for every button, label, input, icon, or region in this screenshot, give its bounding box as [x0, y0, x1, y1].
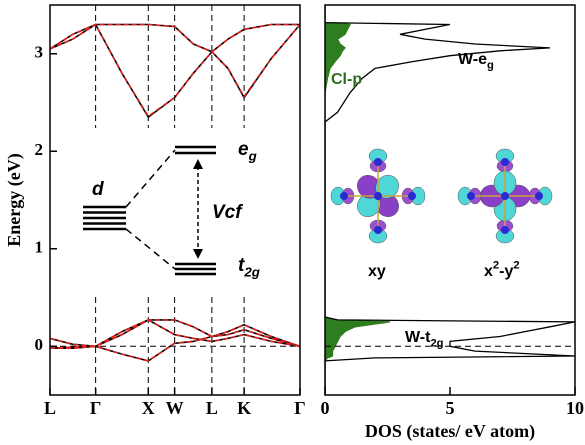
annotation: d [92, 179, 104, 200]
x-tick-label: Γ [294, 398, 305, 418]
annotation: t2g [238, 255, 260, 279]
connector [126, 150, 175, 207]
x-tick-label: L [44, 398, 56, 418]
x-axis-label: DOS (states/ eV atom) [365, 421, 535, 442]
atom [535, 192, 543, 200]
annotation-part: g [487, 60, 494, 72]
y-tick-label: 3 [35, 43, 44, 62]
atom [501, 192, 509, 200]
annotation: Cl-p [331, 71, 362, 88]
atom [408, 192, 416, 200]
x-tick-label: 0 [321, 398, 330, 418]
connector [126, 229, 175, 269]
annotation-part: xy [368, 263, 386, 280]
x-tick-label: L [206, 398, 218, 418]
annotation-part: 2g [430, 338, 443, 350]
y-tick-label: 0 [35, 335, 44, 354]
x-tick-label: 10 [566, 398, 584, 418]
y-tick-label: 2 [35, 140, 44, 159]
x-tick-label: 5 [446, 398, 455, 418]
annotation: W-eg [458, 51, 494, 71]
x-tick-label: Γ [90, 398, 101, 418]
atom [501, 226, 509, 234]
atom [374, 158, 382, 166]
frame [50, 5, 300, 395]
annotation-part: d [92, 179, 104, 200]
annotation-part: Vcf [212, 202, 243, 223]
arrow-head [193, 159, 203, 169]
y-axis-label: Energy (eV) [4, 153, 25, 246]
x-tick-label: X [142, 398, 155, 418]
annotation: eg [238, 139, 257, 163]
annotation-part: 2g [243, 264, 260, 279]
atom [374, 226, 382, 234]
atom [340, 192, 348, 200]
figure: 0123LΓXWLKΓEnergy (eV)degt2gVcf0510DOS (… [0, 0, 585, 445]
annotation: x2-y2 [484, 260, 520, 281]
x-tick-label: W [166, 398, 184, 418]
y-tick-label: 1 [35, 238, 44, 257]
annotation: xy [368, 263, 386, 280]
annotation-part: 2 [513, 260, 519, 272]
annotation-part: W-e [458, 51, 487, 68]
annotation-part: -y [499, 263, 513, 280]
annotation-part: x [484, 263, 493, 280]
annotation: Vcf [212, 202, 243, 223]
annotation-part: g [248, 148, 257, 163]
atom [501, 158, 509, 166]
atom [374, 192, 382, 200]
arrow-head [193, 249, 203, 259]
atom [467, 192, 475, 200]
x-tick-label: K [237, 398, 251, 418]
annotation-part: W-t [405, 329, 431, 346]
annotation-part: Cl-p [331, 71, 362, 88]
annotation-part: e [238, 139, 249, 160]
